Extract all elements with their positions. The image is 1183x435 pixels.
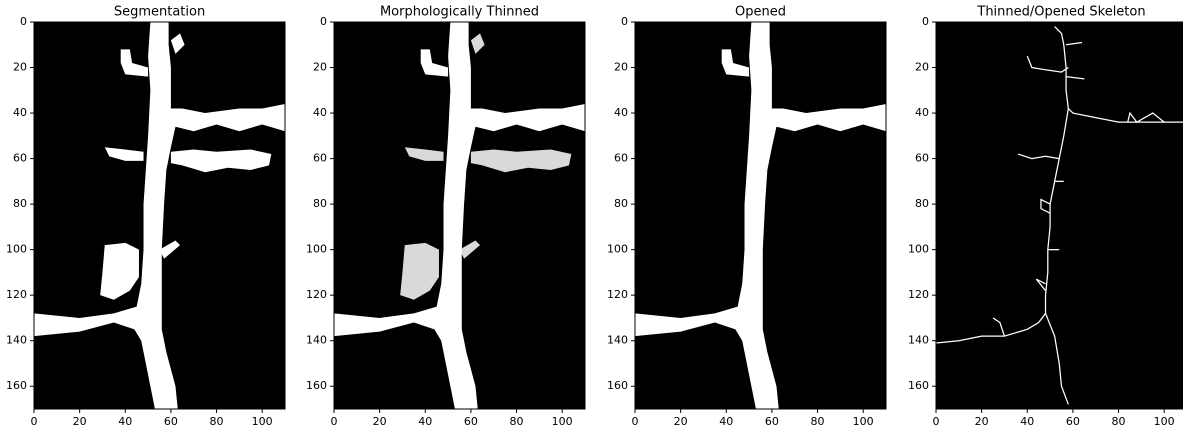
y-tick-label: 140 — [306, 334, 327, 347]
image-layer — [34, 22, 1183, 410]
y-tick-label: 140 — [908, 334, 929, 347]
y-tick-label: 120 — [908, 288, 929, 301]
y-tick-label: 120 — [306, 288, 327, 301]
x-tick-label: 20 — [674, 415, 688, 428]
y-tick-label: 40 — [13, 106, 27, 119]
x-tick-label: 20 — [373, 415, 387, 428]
y-tick-label: 0 — [621, 15, 628, 28]
y-tick-label: 40 — [915, 106, 929, 119]
y-tick-label: 20 — [13, 61, 27, 74]
y-tick-label: 80 — [313, 197, 327, 210]
x-tick-label: 0 — [331, 415, 338, 428]
x-tick-label: 40 — [418, 415, 432, 428]
opened-image — [635, 22, 886, 410]
axes-frame — [634, 21, 887, 410]
y-tick-label: 80 — [915, 197, 929, 210]
x-tick-label: 100 — [853, 415, 874, 428]
axes-frame — [333, 21, 586, 410]
x-tick-label: 40 — [118, 415, 132, 428]
y-tick-label: 120 — [6, 288, 27, 301]
y-tick-label: 60 — [915, 152, 929, 165]
y-tick-label: 60 — [614, 152, 628, 165]
x-tick-label: 80 — [811, 415, 825, 428]
y-tick-label: 160 — [6, 379, 27, 392]
x-tick-label: 60 — [164, 415, 178, 428]
x-tick-label: 80 — [210, 415, 224, 428]
y-tick-label: 40 — [313, 106, 327, 119]
y-tick-label: 20 — [614, 61, 628, 74]
x-tick-label: 80 — [1112, 415, 1126, 428]
y-tick-label: 140 — [607, 334, 628, 347]
y-tick-label: 140 — [6, 334, 27, 347]
y-tick-label: 120 — [607, 288, 628, 301]
x-tick-label: 100 — [552, 415, 573, 428]
panel-title: Morphologically Thinned — [380, 5, 539, 20]
x-tick-label: 20 — [73, 415, 87, 428]
y-tick-label: 20 — [915, 61, 929, 74]
y-tick-label: 0 — [922, 15, 929, 28]
y-tick-label: 100 — [306, 243, 327, 256]
y-tick-label: 80 — [614, 197, 628, 210]
skeleton-image — [935, 22, 1183, 410]
y-tick-label: 100 — [6, 243, 27, 256]
x-tick-label: 0 — [933, 415, 940, 428]
y-tick-label: 160 — [908, 379, 929, 392]
y-tick-label: 80 — [13, 197, 27, 210]
y-tick-label: 40 — [614, 106, 628, 119]
y-tick-label: 20 — [313, 61, 327, 74]
y-tick-label: 160 — [607, 379, 628, 392]
panel-title: Opened — [735, 5, 786, 20]
x-tick-label: 80 — [510, 415, 524, 428]
x-tick-label: 0 — [632, 415, 639, 428]
x-tick-label: 20 — [975, 415, 989, 428]
y-tick-label: 100 — [607, 243, 628, 256]
panel-title: Thinned/Opened Skeleton — [976, 5, 1145, 20]
x-tick-label: 40 — [1020, 415, 1034, 428]
x-tick-label: 60 — [464, 415, 478, 428]
x-tick-label: 60 — [765, 415, 779, 428]
y-tick-label: 60 — [13, 152, 27, 165]
x-tick-label: 40 — [719, 415, 733, 428]
axes-frame — [935, 21, 1183, 410]
axes-frame — [33, 21, 286, 410]
x-tick-label: 100 — [252, 415, 273, 428]
panel-title: Segmentation — [114, 5, 205, 20]
thinned-image — [334, 22, 585, 410]
x-tick-label: 0 — [31, 415, 38, 428]
y-tick-label: 0 — [20, 15, 27, 28]
y-tick-label: 60 — [313, 152, 327, 165]
y-tick-label: 160 — [306, 379, 327, 392]
y-tick-label: 0 — [320, 15, 327, 28]
y-tick-label: 100 — [908, 243, 929, 256]
x-tick-label: 60 — [1066, 415, 1080, 428]
x-tick-label: 100 — [1154, 415, 1175, 428]
segmentation-image — [34, 22, 285, 410]
